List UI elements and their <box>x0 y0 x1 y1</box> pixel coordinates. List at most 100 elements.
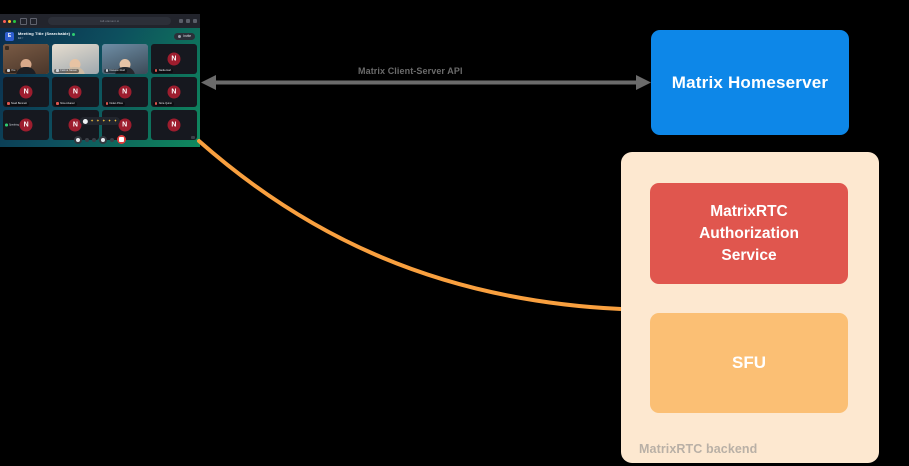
camera-button[interactable] <box>99 135 107 144</box>
microphone-icon <box>7 69 10 72</box>
participant-grid: You Fatima Nasser <box>0 44 200 140</box>
participant-name-badge: Noah Bennett <box>5 101 29 106</box>
minimize-icon[interactable] <box>8 19 11 23</box>
participant-name-badge: Dawson Reid <box>103 68 127 73</box>
participant-name-badge: Nora Quinn <box>152 101 175 106</box>
participant-tile[interactable]: N Nina Alvarez <box>52 77 99 107</box>
speaking-label: Speaking <box>9 123 19 127</box>
matrixrtc-backend-label: MatrixRTC backend <box>639 442 758 456</box>
new-tab-icon[interactable] <box>186 19 190 23</box>
microphone-button[interactable] <box>74 135 82 144</box>
avatar: N <box>167 52 181 66</box>
chrome-actions[interactable] <box>179 19 197 23</box>
avatar: N <box>167 85 181 99</box>
reaction-emoji-icon[interactable]: ✦ <box>96 118 100 123</box>
participant-tile[interactable]: N Nadia Hart <box>150 44 197 74</box>
participant-name-badge: You <box>5 68 18 73</box>
participant-tile[interactable]: N <box>52 110 99 140</box>
microphone-muted-icon <box>105 102 108 105</box>
maximize-icon[interactable] <box>13 19 16 23</box>
participant-name: Nora Quinn <box>158 102 173 105</box>
participant-tile[interactable]: Dawson Reid <box>101 44 148 74</box>
invite-icon <box>178 34 182 38</box>
more-button[interactable] <box>85 137 89 142</box>
reaction-emoji-icon[interactable]: ✦ <box>90 118 94 123</box>
matrix-homeserver-label: Matrix Homeserver <box>671 72 829 92</box>
participant-tile[interactable]: You <box>3 44 50 74</box>
participant-tile[interactable]: N Nora Quinn <box>150 77 197 107</box>
sfu-label: SFU <box>732 353 766 372</box>
participant-name: Nina Alvarez <box>60 102 75 105</box>
participant-tile[interactable]: N <box>150 110 197 140</box>
participant-name: Nolan Price <box>109 102 123 105</box>
call-controls[interactable] <box>74 135 126 144</box>
avatar: N <box>19 118 33 132</box>
reaction-picker[interactable]: ✦ ✦ ✦ ✦ ✦ <box>79 117 121 125</box>
address-bar-text: call.element.io <box>99 19 120 23</box>
participant-name-badge: Nolan Price <box>103 101 125 106</box>
traffic-lights[interactable] <box>3 19 16 23</box>
participant-name-badge: Nadia Hart <box>152 68 174 73</box>
participant-tile[interactable]: Speaking N <box>3 110 50 140</box>
avatar: N <box>167 118 181 132</box>
call-header: E Meeting Title (Searchable) 10 ↑ Invite <box>0 28 200 44</box>
participant-name-badge: Fatima Nasser <box>54 68 80 73</box>
participant-name-badge: Nina Alvarez <box>54 101 77 106</box>
video-stream <box>3 44 50 74</box>
app-logo-icon: E <box>5 31 14 41</box>
video-stream <box>101 44 148 74</box>
matrixrtc-auth-service-node[interactable]: MatrixRTC Authorization Service <box>650 183 848 284</box>
microphone-muted-icon <box>154 102 158 105</box>
participant-name: Noah Bennett <box>11 102 27 105</box>
avatar: N <box>68 85 82 99</box>
participant-name: Dawson Reid <box>109 69 125 72</box>
client-server-api-arrow <box>201 75 651 90</box>
microphone-muted-icon <box>154 69 158 72</box>
back-icon[interactable] <box>30 17 37 25</box>
hangup-button[interactable] <box>117 135 126 144</box>
reaction-button[interactable] <box>110 137 114 142</box>
close-icon[interactable] <box>3 19 6 23</box>
matrix-homeserver-node[interactable]: Matrix Homeserver <box>651 30 849 135</box>
microphone-icon <box>56 69 59 72</box>
matrixrtc-auth-service-label: MatrixRTC Authorization Service <box>699 201 799 267</box>
participant-tile[interactable]: Fatima Nasser <box>52 44 99 74</box>
browser-chrome: call.element.io <box>0 14 200 28</box>
participant-count: 10 ↑ <box>18 36 24 40</box>
avatar: N <box>68 118 82 132</box>
avatar: N <box>118 85 132 99</box>
meeting-title: Meeting Title (Searchable) <box>18 31 76 36</box>
avatar: N <box>118 118 132 132</box>
address-bar[interactable]: call.element.io <box>48 17 171 25</box>
reaction-emoji-icon[interactable]: ✦ <box>107 118 112 123</box>
participant-tile[interactable]: N Noah Bennett <box>3 77 50 107</box>
auth-label-line-2: Authorization <box>699 224 799 242</box>
auth-label-line-3: Service <box>721 246 777 264</box>
invite-button[interactable]: Invite <box>174 32 195 40</box>
auth-label-line-1: MatrixRTC <box>710 202 788 220</box>
sidebar-icon[interactable] <box>20 17 27 25</box>
microphone-muted-icon <box>56 102 59 105</box>
participant-tile[interactable]: N Nolan Price <box>101 77 148 107</box>
meeting-meta: Meeting Title (Searchable) 10 ↑ <box>18 31 76 40</box>
speaking-indicator: Speaking <box>5 124 19 127</box>
sfu-node[interactable]: SFU <box>650 313 848 413</box>
pin-icon[interactable] <box>5 45 9 50</box>
invite-button-label: Invite <box>183 34 191 38</box>
reaction-toggle-icon[interactable] <box>82 118 88 124</box>
tabs-icon[interactable] <box>193 19 197 23</box>
participant-tile[interactable]: N <box>101 110 148 140</box>
meeting-title-text: Meeting Title (Searchable) <box>18 31 71 36</box>
reaction-emoji-icon[interactable]: ✦ <box>102 118 106 123</box>
share-icon[interactable] <box>179 19 183 23</box>
raise-hand-button[interactable] <box>92 137 96 142</box>
media-path-curve <box>197 139 623 311</box>
screenshare-icon <box>191 135 195 139</box>
reaction-emoji-icon[interactable]: ✦ <box>113 118 118 123</box>
connection-status-icon <box>72 32 76 36</box>
speaking-dot-icon <box>5 123 8 127</box>
participant-name: Nadia Hart <box>158 69 172 72</box>
avatar: N <box>19 85 33 99</box>
participant-name: You <box>11 69 16 72</box>
